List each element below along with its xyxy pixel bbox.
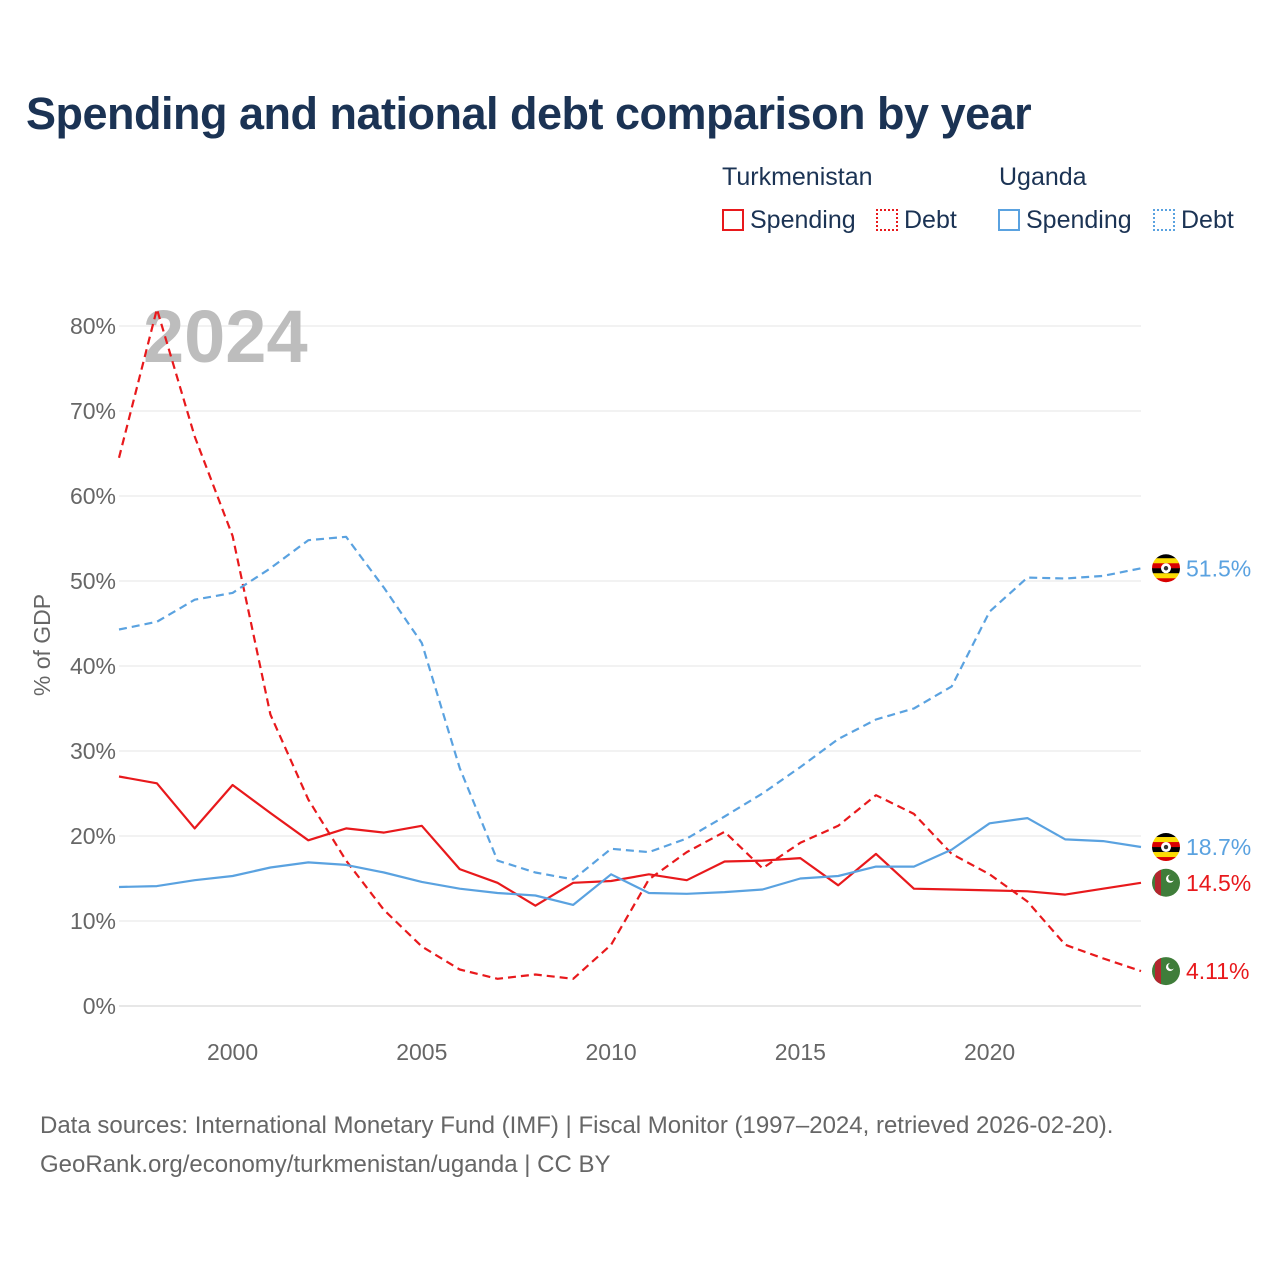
x-tick-label: 2010 bbox=[585, 1039, 636, 1065]
legend-swatch-solid-blue bbox=[998, 209, 1020, 231]
turkmenistan-flag-icon bbox=[1152, 957, 1180, 986]
legend-turkmenistan-debt[interactable]: Debt bbox=[876, 204, 957, 236]
gridlines bbox=[119, 325, 1141, 1007]
legend-country-turkmenistan: Turkmenistan bbox=[722, 163, 873, 191]
footer: Data sources: International Monetary Fun… bbox=[40, 1106, 1113, 1184]
source-link[interactable]: GeoRank.org/economy/turkmenistan/uganda … bbox=[40, 1151, 611, 1178]
y-axis-label: % of GDP bbox=[29, 594, 55, 696]
legend-label: Debt bbox=[904, 205, 957, 234]
y-tick-label: 10% bbox=[70, 908, 116, 934]
legend-uganda-debt[interactable]: Debt bbox=[1153, 204, 1234, 236]
legend-label: Spending bbox=[1026, 205, 1132, 234]
uganda-flag-icon bbox=[1152, 833, 1180, 862]
uganda-flag-icon bbox=[1152, 554, 1180, 583]
legend-swatch-solid-red bbox=[722, 209, 744, 231]
x-axis: 2000 2005 2010 2015 2020 bbox=[207, 1039, 1015, 1065]
turkmenistan-spending-end-label: 14.5% bbox=[1186, 870, 1251, 896]
x-tick-label: 2020 bbox=[964, 1039, 1015, 1065]
legend-swatch-dotted-blue bbox=[1153, 209, 1175, 231]
y-tick-label: 20% bbox=[70, 823, 116, 849]
legend-label: Spending bbox=[750, 205, 856, 234]
y-tick-label: 80% bbox=[70, 313, 116, 339]
chart-title: Spending and national debt comparison by… bbox=[26, 88, 1032, 139]
x-tick-label: 2015 bbox=[775, 1039, 826, 1065]
turkmenistan-debt-line[interactable] bbox=[117, 307, 1142, 980]
series-lines bbox=[117, 307, 1142, 980]
end-labels: 14.5% 4.11% 18.7% 51.5% bbox=[1152, 554, 1251, 986]
turkmenistan-spending-line[interactable] bbox=[118, 775, 1142, 907]
y-tick-label: 70% bbox=[70, 398, 116, 424]
watermark-year: 2024 bbox=[143, 295, 308, 378]
y-tick-label: 60% bbox=[70, 483, 116, 509]
uganda-debt-line[interactable] bbox=[118, 535, 1142, 881]
uganda-spending-line[interactable] bbox=[118, 816, 1142, 907]
y-tick-label: 30% bbox=[70, 738, 116, 764]
x-tick-label: 2000 bbox=[207, 1039, 258, 1065]
y-tick-label: 40% bbox=[70, 653, 116, 679]
turkmenistan-debt-end-label: 4.11% bbox=[1186, 958, 1250, 984]
y-tick-label: 50% bbox=[70, 568, 116, 594]
legend-turkmenistan-spending[interactable]: Spending bbox=[722, 204, 856, 236]
uganda-spending-end-label: 18.7% bbox=[1186, 834, 1251, 860]
x-tick-label: 2005 bbox=[396, 1039, 447, 1065]
y-axis: 0% 10% 20% 30% 40% 50% 60% 70% 80% bbox=[70, 313, 116, 1019]
legend-label: Debt bbox=[1181, 205, 1234, 234]
y-tick-label: 0% bbox=[83, 993, 116, 1019]
legend-country-uganda: Uganda bbox=[999, 163, 1087, 191]
data-source-note: Data sources: International Monetary Fun… bbox=[40, 1112, 1114, 1139]
uganda-debt-end-label: 51.5% bbox=[1186, 555, 1251, 581]
legend-swatch-dotted-red bbox=[876, 209, 898, 231]
turkmenistan-flag-icon bbox=[1152, 868, 1180, 897]
legend-uganda-spending[interactable]: Spending bbox=[998, 204, 1132, 236]
